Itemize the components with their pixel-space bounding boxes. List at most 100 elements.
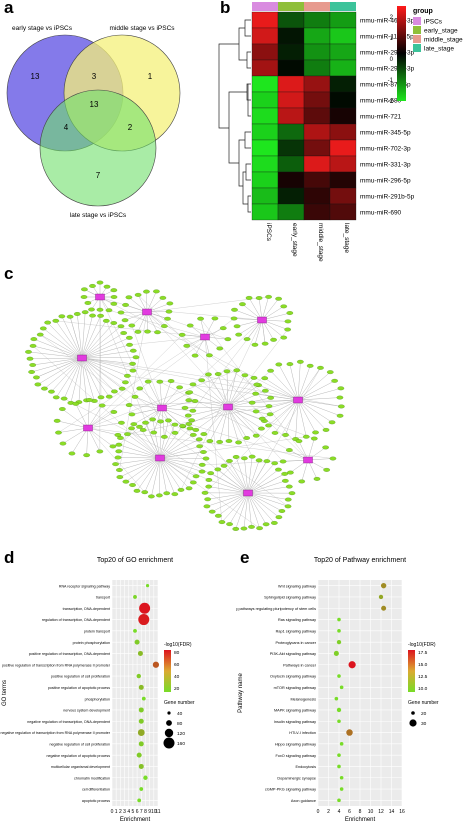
venn-count-middle-late: 2	[128, 123, 133, 132]
color-legend-title: -log10(FDR)	[164, 642, 192, 648]
target-gene-node	[185, 398, 193, 403]
heatmap-cell	[277, 59, 305, 77]
target-gene-node	[267, 368, 274, 373]
group-legend-swatch	[413, 35, 421, 43]
target-gene-node	[110, 321, 118, 325]
target-gene-node	[251, 342, 259, 347]
target-gene-node	[52, 318, 60, 323]
category-label: Axon guidance	[291, 799, 316, 803]
target-gene-node	[34, 382, 42, 387]
color-scale-bar	[397, 6, 406, 101]
target-gene-node	[163, 491, 171, 496]
target-gene-node	[171, 430, 179, 435]
mirna-hub-node	[303, 456, 313, 464]
target-gene-node	[141, 490, 149, 495]
target-gene-node	[196, 444, 203, 449]
category-label: Wnt signaling pathway	[278, 584, 316, 588]
target-gene-node	[219, 326, 227, 331]
target-gene-node	[165, 418, 172, 423]
target-gene-node	[185, 486, 193, 491]
target-gene-node	[224, 337, 232, 342]
target-gene-node	[48, 389, 55, 394]
heatmap: mmu-miR-466b-3p mmu-miR-1198-5p mmu-miR-29…	[218, 2, 463, 262]
category-label: Pathways in cancer	[283, 663, 317, 667]
target-gene-node	[310, 436, 318, 441]
enrichment-point	[336, 639, 342, 645]
target-gene-node	[143, 289, 150, 294]
heatmap-cell	[277, 43, 305, 61]
x-axis-label: Enrichment	[120, 817, 151, 822]
heatmap-cell	[277, 171, 305, 189]
color-legend-tick: 15.0	[418, 662, 428, 668]
heatmap-cell	[277, 155, 305, 173]
target-gene-node	[263, 459, 271, 464]
target-gene-node	[98, 403, 106, 408]
target-gene-node	[271, 430, 279, 435]
target-gene-node	[96, 307, 104, 312]
heatmap-cell	[251, 75, 279, 93]
size-legend-dot	[411, 711, 415, 715]
heatmap-cell	[329, 123, 357, 141]
size-legend-label: 30	[421, 721, 427, 727]
target-gene-node	[302, 434, 310, 439]
size-legend-label: 80	[177, 721, 183, 727]
target-gene-node	[280, 335, 288, 340]
target-gene-node	[336, 413, 344, 418]
target-gene-node	[284, 497, 292, 502]
category-label: mTOR signaling pathway	[274, 686, 316, 690]
mirna-hub-node	[155, 454, 165, 462]
color-scale-ticks: 2 1 0 -1 -2	[388, 15, 394, 105]
target-gene-node	[109, 444, 117, 449]
enrichment-point	[378, 594, 384, 600]
target-gene-node	[165, 309, 173, 314]
target-gene-node	[110, 410, 118, 414]
venn-count-early-only: 13	[31, 72, 40, 81]
target-gene-node	[149, 417, 156, 422]
category-label: Hippo signaling pathway	[275, 742, 316, 746]
target-gene-node	[284, 504, 292, 509]
target-gene-node	[86, 398, 93, 402]
target-gene-node	[250, 375, 258, 380]
group-bar-1	[278, 2, 304, 11]
enrichment-point	[348, 661, 356, 669]
mirna-hub-node	[200, 333, 210, 341]
size-legend-label: 40	[177, 711, 183, 717]
heatmap-cell	[303, 139, 331, 157]
target-gene-node	[89, 313, 96, 318]
target-gene-node	[329, 456, 337, 461]
heatmap-cell	[329, 203, 357, 221]
x-tick-label: 7	[140, 809, 143, 815]
target-gene-node	[97, 313, 104, 318]
heatmap-cell	[303, 91, 331, 109]
target-gene-node	[271, 461, 278, 466]
target-gene-node	[214, 372, 222, 376]
target-gene-node	[189, 480, 197, 485]
target-gene-node	[126, 342, 133, 347]
target-gene-node	[186, 323, 194, 328]
heatmap-cell	[303, 43, 331, 61]
size-legend-dot	[164, 728, 174, 738]
venn-label-middle: middle stage vs iPSCs	[109, 25, 175, 32]
target-gene-node	[284, 327, 291, 332]
target-gene-node	[265, 404, 273, 409]
target-gene-node	[214, 513, 222, 518]
target-gene-node	[129, 348, 137, 353]
category-label: multicellular organismal development	[51, 765, 110, 769]
target-gene-node	[128, 412, 136, 417]
target-gene-node	[275, 296, 282, 301]
target-gene-node	[118, 420, 125, 425]
heatmap-cell	[277, 123, 305, 141]
target-gene-node	[122, 479, 130, 484]
enrichment-point	[336, 707, 342, 713]
color-legend-tick: 20	[174, 686, 180, 692]
x-tick-label: 0	[111, 809, 114, 815]
heatmap-col-label: middle_stage	[317, 223, 324, 262]
heatmap-row-label: mmu-miR-291b-5p	[360, 194, 415, 201]
heatmap-cell	[303, 59, 331, 77]
size-legend-dot	[166, 720, 172, 726]
target-gene-node	[233, 368, 241, 373]
heatmap-cell	[303, 155, 331, 173]
heatmap-col-labels: iPSCs early_stage middle_stage late_stage	[265, 223, 350, 262]
group-bar-2	[304, 2, 330, 11]
target-gene-node	[230, 316, 238, 321]
